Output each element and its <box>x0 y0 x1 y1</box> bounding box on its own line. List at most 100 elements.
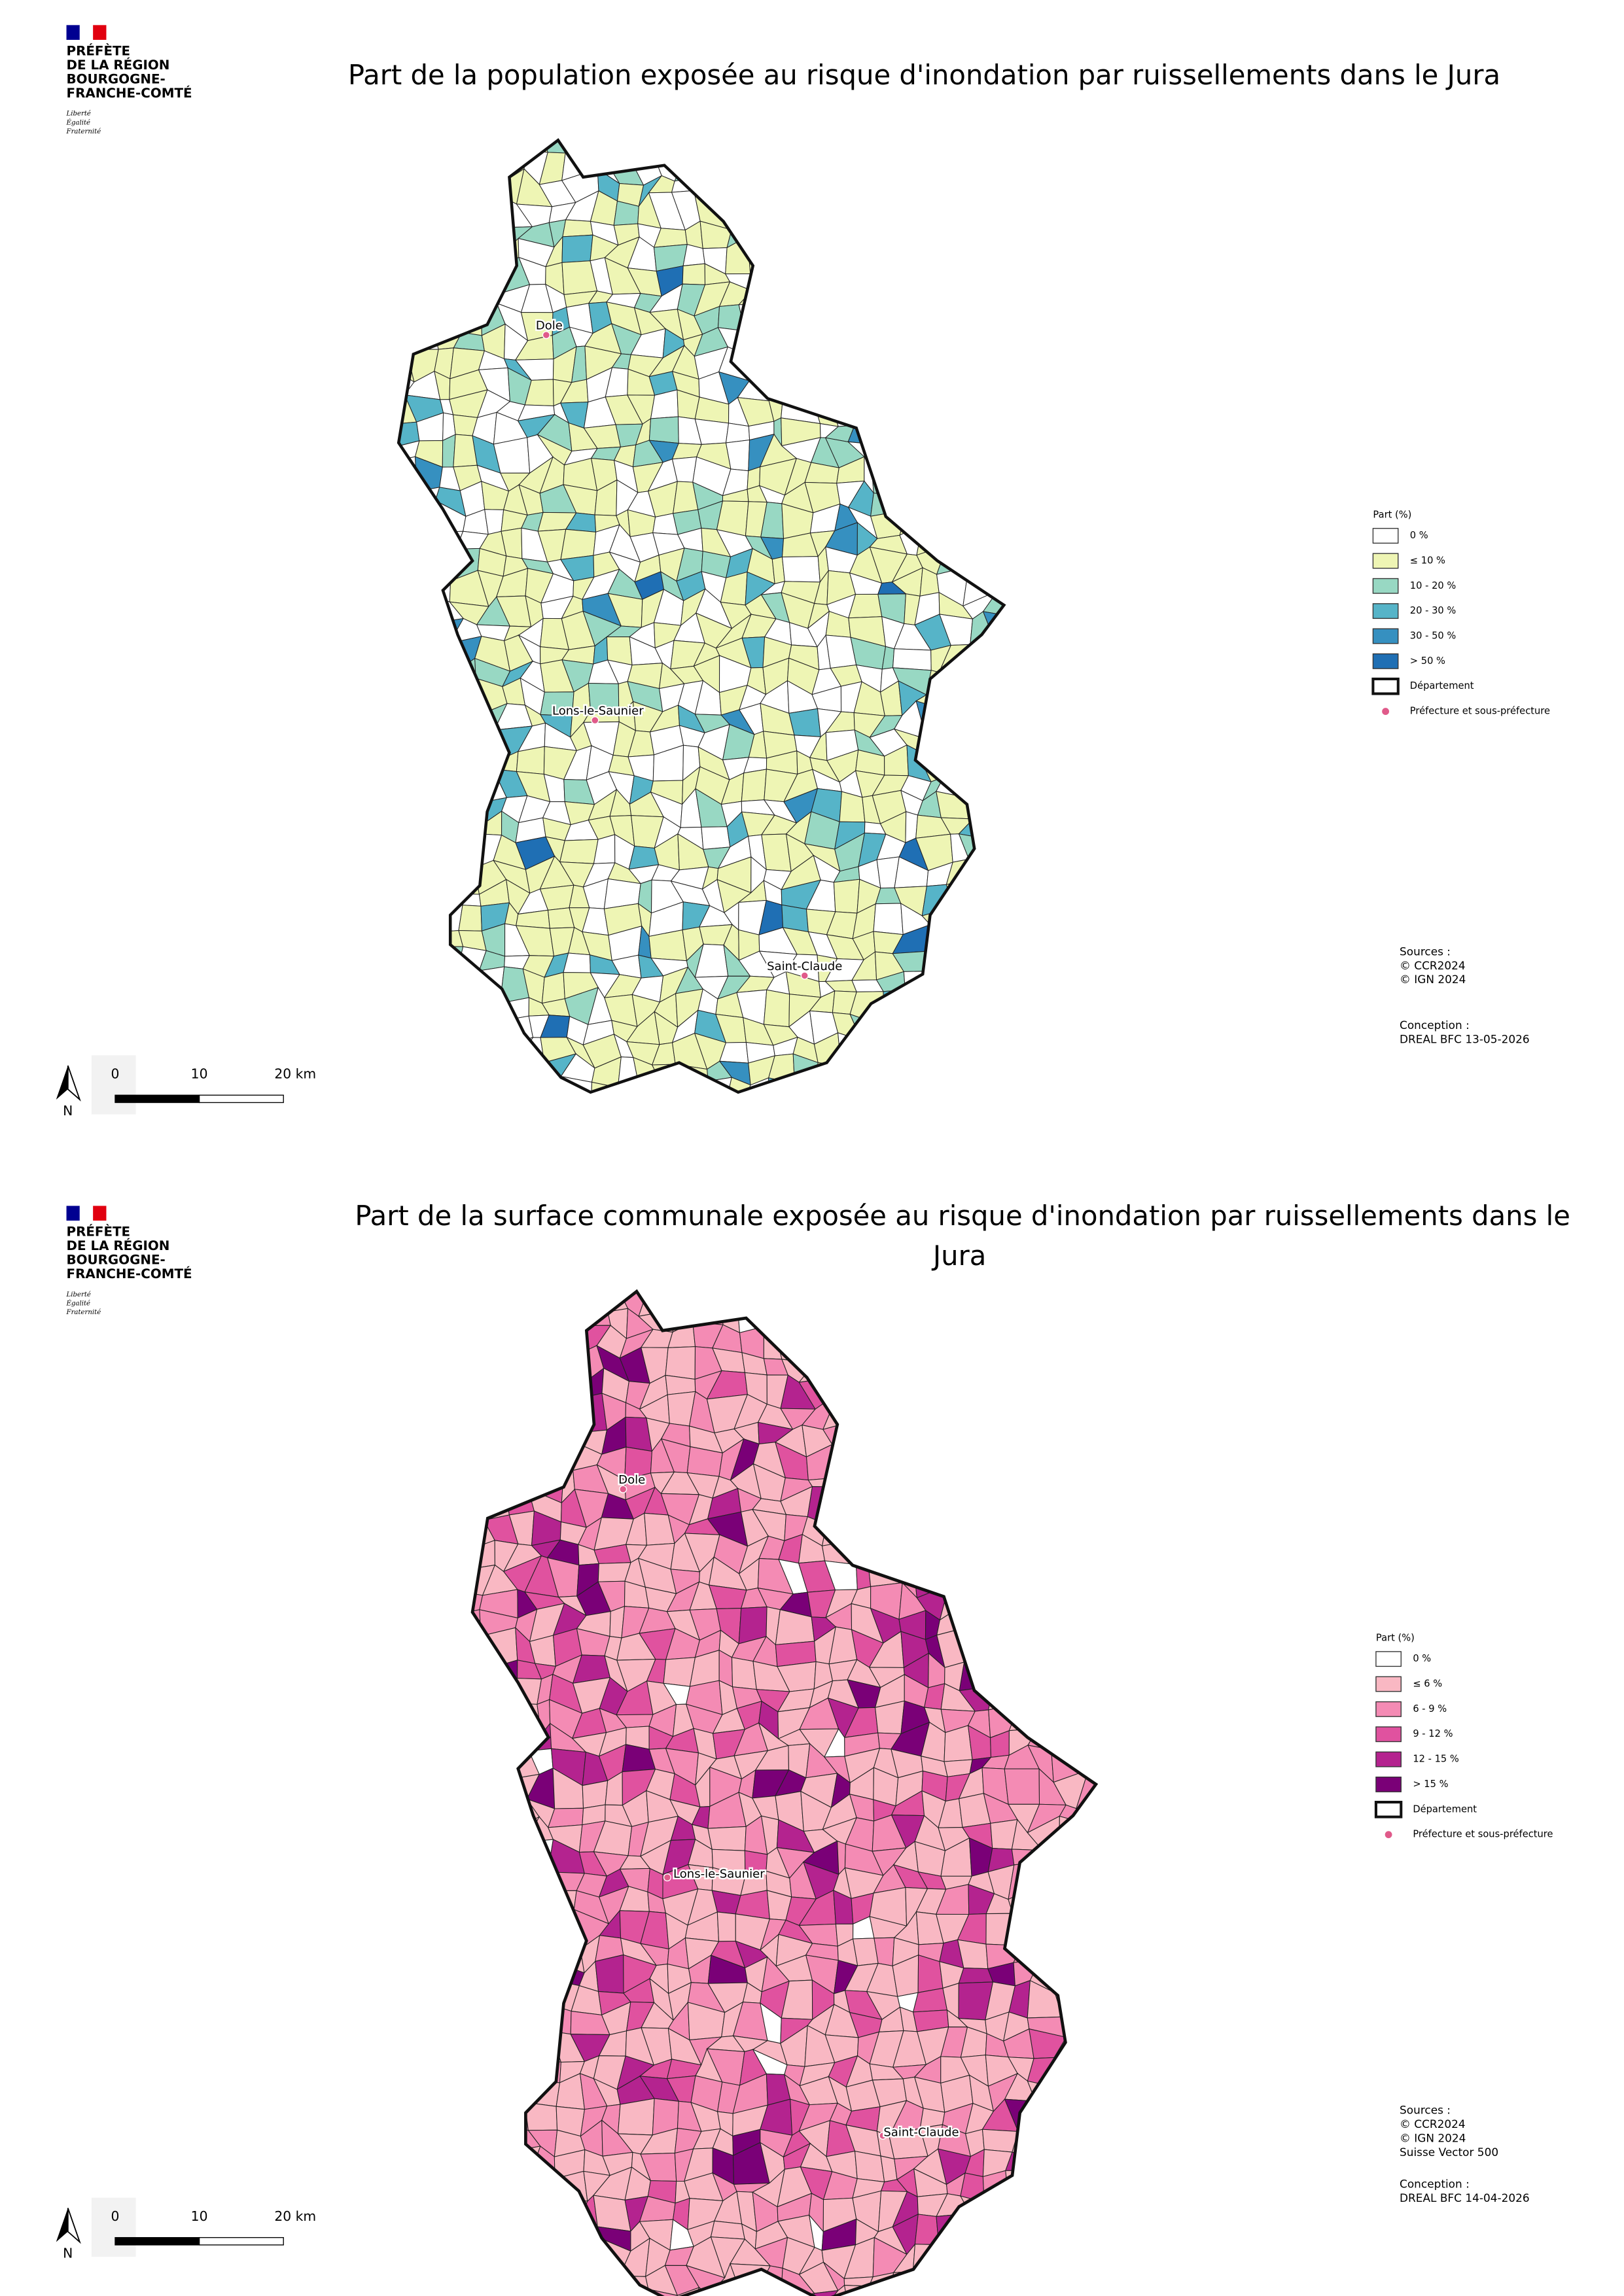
commune <box>429 548 457 585</box>
commune <box>449 261 488 293</box>
commune <box>398 456 417 493</box>
commune <box>892 241 928 264</box>
commune <box>944 503 976 531</box>
commune <box>472 1325 493 1365</box>
commune <box>995 701 1004 739</box>
commune <box>1017 636 1036 672</box>
commune <box>1034 192 1065 227</box>
commune <box>853 1463 881 1493</box>
scale-white <box>198 2236 284 2246</box>
commune <box>452 657 476 691</box>
commune <box>969 347 991 381</box>
commune <box>1031 811 1057 848</box>
commune <box>967 924 998 950</box>
commune <box>1028 1938 1068 1960</box>
commune <box>454 140 485 159</box>
commune <box>480 292 498 305</box>
commune <box>966 1470 991 1502</box>
commune <box>923 220 952 247</box>
commune <box>450 729 488 755</box>
commune <box>1008 989 1033 1023</box>
commune <box>484 509 504 535</box>
commune <box>1034 1540 1055 1566</box>
commune <box>398 581 421 602</box>
commune <box>551 1353 580 1387</box>
commune <box>970 660 987 693</box>
prefecture-marker <box>542 331 550 339</box>
commune <box>959 1099 993 1134</box>
commune <box>1026 1039 1061 1060</box>
commune <box>1074 2218 1096 2256</box>
commune <box>571 2263 609 2295</box>
commune <box>922 1100 949 1138</box>
commune <box>1027 1489 1059 1518</box>
commune <box>870 493 908 517</box>
commune <box>981 457 1004 491</box>
flag-white <box>79 25 94 40</box>
logo-text: FRANCHE-COMTÉ <box>67 1266 192 1281</box>
commune <box>1018 249 1038 262</box>
commune <box>436 773 467 805</box>
commune <box>1008 967 1039 1003</box>
commune <box>529 1963 560 1991</box>
commune <box>994 1368 1012 1406</box>
commune <box>472 1439 493 1465</box>
commune <box>493 1037 534 1067</box>
commune <box>1108 1898 1130 1926</box>
commune <box>1099 2120 1135 2153</box>
commune <box>884 374 899 400</box>
commune <box>878 1463 900 1493</box>
commune <box>418 595 431 629</box>
commune <box>959 726 997 756</box>
commune <box>945 1358 976 1386</box>
commune <box>510 1966 540 1996</box>
commune <box>1031 131 1053 162</box>
commune <box>1100 1845 1131 1875</box>
commune <box>479 1887 516 1922</box>
commune <box>849 328 873 362</box>
commune <box>1027 861 1051 879</box>
commune <box>995 949 1004 976</box>
commune <box>941 1099 975 1131</box>
commune <box>1025 1862 1060 1895</box>
commune <box>936 1448 969 1479</box>
scale-label: 0 <box>111 2208 120 2224</box>
commune <box>1030 754 1059 777</box>
commune <box>826 1331 855 1359</box>
place-label: Dole <box>618 1473 645 1487</box>
commune <box>1008 1077 1038 1108</box>
commune <box>398 212 421 247</box>
commune <box>1015 2223 1039 2254</box>
commune <box>680 140 709 150</box>
logo-motto: Égalité <box>66 117 91 126</box>
commune <box>472 2095 489 2132</box>
commune <box>1053 2124 1086 2157</box>
commune <box>415 559 442 585</box>
commune <box>501 1372 541 1407</box>
commune <box>432 997 452 1018</box>
commune <box>593 140 621 162</box>
commune <box>853 183 882 199</box>
commune <box>935 1414 969 1456</box>
commune <box>961 1291 991 1307</box>
commune <box>1007 199 1034 217</box>
commune <box>1097 1368 1134 1410</box>
commune <box>798 1358 831 1383</box>
commune <box>398 730 418 760</box>
commune <box>878 1517 903 1552</box>
commune <box>398 1057 422 1085</box>
commune <box>481 1300 518 1333</box>
commune <box>415 945 440 983</box>
commune <box>785 173 822 199</box>
commune <box>398 765 419 801</box>
commune <box>404 190 434 215</box>
commune <box>916 192 952 223</box>
commune <box>983 171 1004 203</box>
commune <box>958 1034 995 1069</box>
commune <box>1101 1702 1127 1729</box>
prefecture-marker <box>879 2131 887 2140</box>
commune <box>812 357 837 375</box>
commune <box>475 194 506 228</box>
commune <box>398 531 418 562</box>
